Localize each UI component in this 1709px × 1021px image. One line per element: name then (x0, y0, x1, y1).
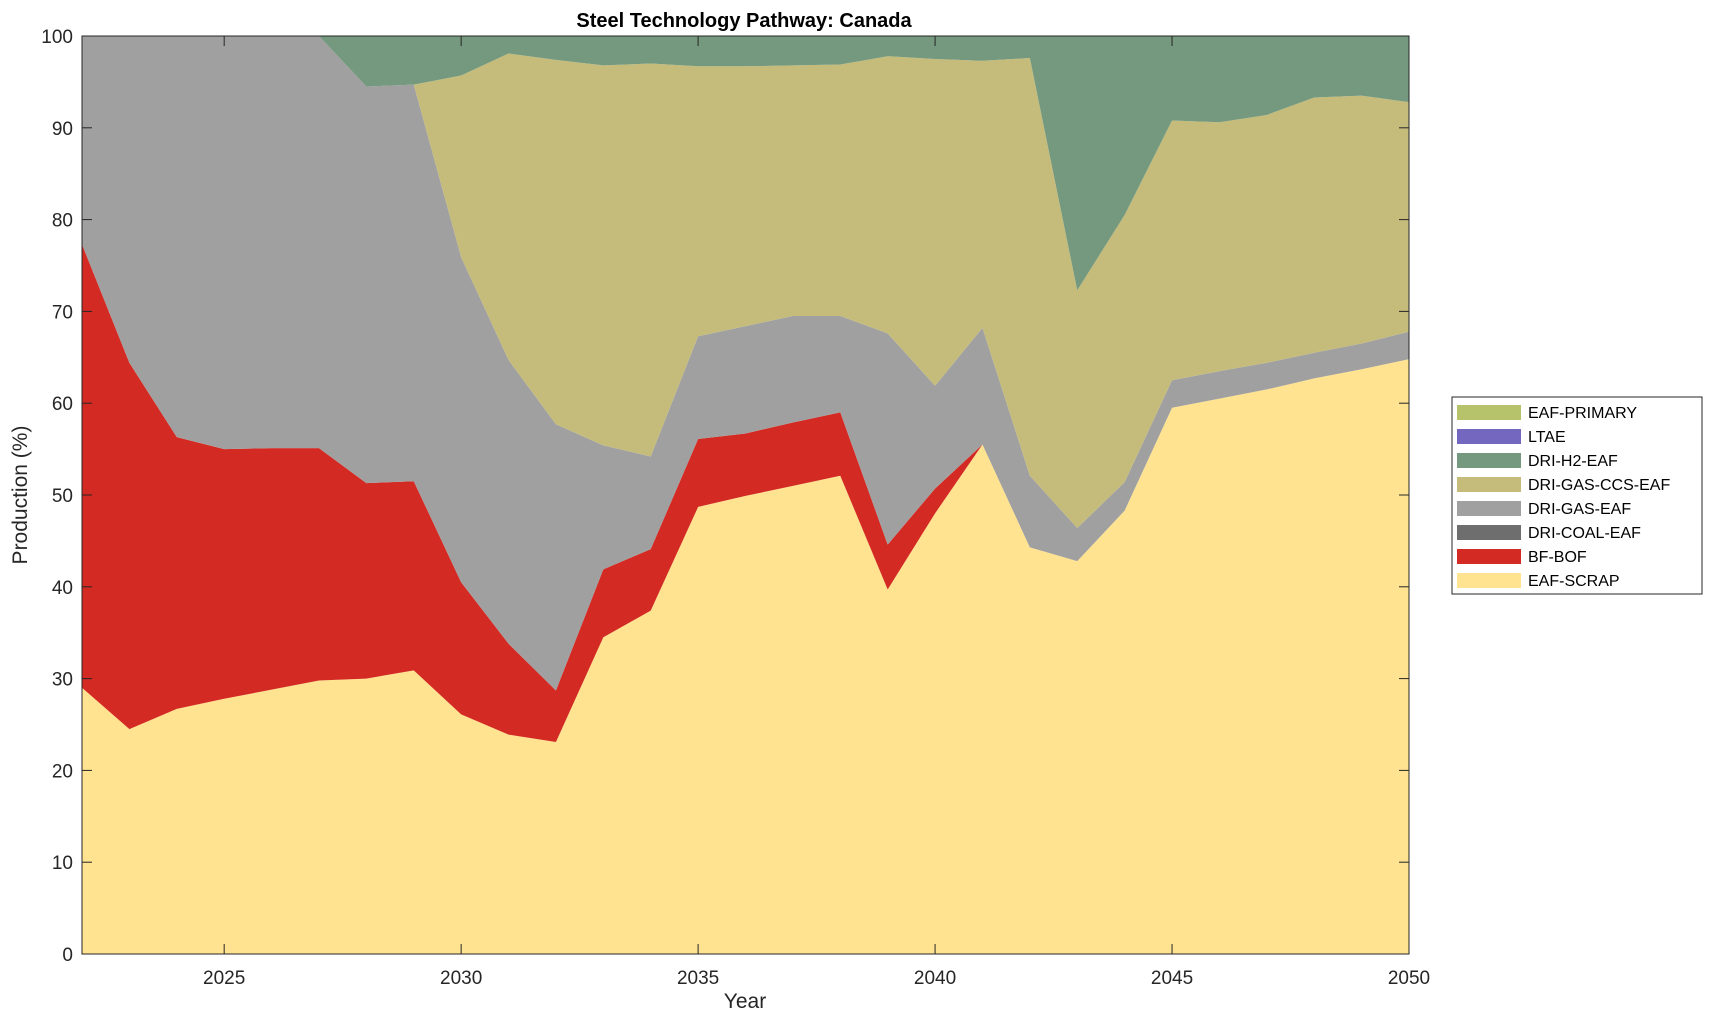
y-tick-label: 90 (52, 119, 73, 140)
legend-swatch-ltae (1457, 429, 1521, 444)
legend-label-dri-h2-eaf: DRI-H2-EAF (1528, 453, 1618, 470)
y-axis: 0 10 20 30 40 50 60 70 80 90 100 (41, 27, 1409, 966)
y-tick-label: 80 (52, 211, 73, 232)
legend-swatch-eaf-primary (1457, 405, 1521, 420)
x-tick-label: 2030 (440, 968, 482, 989)
x-tick-label: 2025 (203, 968, 245, 989)
y-tick-label: 10 (52, 853, 73, 874)
area-eaf-scrap (82, 359, 1409, 954)
y-tick-label: 40 (52, 578, 73, 599)
y-axis-label: Production (%) (9, 426, 32, 565)
legend-label-dri-gas-eaf: DRI-GAS-EAF (1528, 501, 1631, 518)
legend-label-dri-coal-eaf: DRI-COAL-EAF (1528, 525, 1641, 542)
legend: EAF-PRIMARY LTAE DRI-H2-EAF DRI-GAS-CCS-EAF… (1451, 396, 1703, 595)
area-dri-h2-eaf (82, 36, 1409, 291)
y-tick-label: 70 (52, 302, 73, 323)
legend-label-dri-gas-ccs-eaf: DRI-GAS-CCS-EAF (1528, 477, 1670, 494)
x-tick-label: 2045 (1151, 968, 1193, 989)
x-tick-label: 2035 (677, 968, 719, 989)
legend-swatch-eaf-scrap (1457, 573, 1521, 588)
legend-swatch-bf-bof (1457, 549, 1521, 564)
legend-swatch-dri-coal-eaf (1457, 525, 1521, 540)
area-series-group (82, 36, 1409, 954)
x-tick-label: 2040 (914, 968, 956, 989)
legend-swatch-dri-h2-eaf (1457, 453, 1521, 468)
chart-title: Steel Technology Pathway: Canada (576, 10, 912, 32)
legend-swatch-dri-gas-ccs-eaf (1457, 477, 1521, 492)
area-bf-bof (82, 244, 1409, 742)
legend-label-ltae: LTAE (1528, 429, 1566, 446)
y-tick-label: 50 (52, 486, 73, 507)
x-axis: 2025 2030 2035 2040 2045 2050 (203, 36, 1430, 989)
y-tick-label: 0 (62, 945, 73, 966)
legend-swatch-dri-gas-eaf (1457, 501, 1521, 516)
y-tick-label: 100 (41, 27, 73, 48)
y-tick-label: 30 (52, 670, 73, 691)
legend-label-bf-bof: BF-BOF (1528, 549, 1587, 566)
y-tick-label: 20 (52, 761, 73, 782)
area-dri-gas-ccs-eaf (82, 36, 1409, 529)
y-tick-label: 60 (52, 394, 73, 415)
x-tick-label: 2050 (1388, 968, 1430, 989)
legend-label-eaf-primary: EAF-PRIMARY (1528, 405, 1637, 422)
x-axis-label: Year (724, 990, 766, 1013)
area-dri-gas-eaf (82, 36, 1409, 691)
legend-label-eaf-scrap: EAF-SCRAP (1528, 573, 1620, 590)
